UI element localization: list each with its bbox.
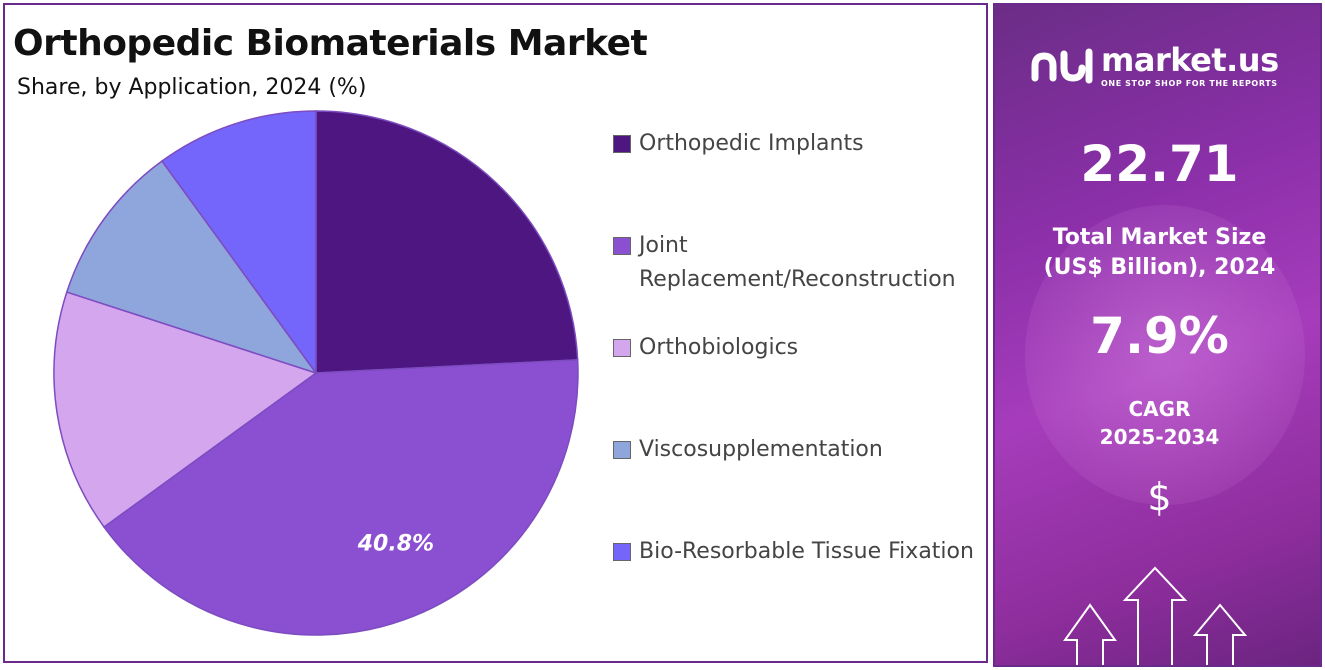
legend-label-0: Orthopedic Implants [639, 131, 864, 156]
pie-slice-3 [65, 159, 318, 375]
market-size-label-line2: (US$ Billion), 2024 [1043, 255, 1276, 280]
legend-item-3: Viscosupplementation [613, 433, 984, 467]
summary-panel: market.us ONE STOP SHOP FOR THE REPORTS … [993, 3, 1322, 667]
cagr-label-line1: CAGR [1128, 397, 1191, 421]
cagr-value: 7.9% [1090, 307, 1229, 365]
market-size-value: 22.71 [1080, 135, 1239, 193]
market-us-logo-icon [1031, 48, 1093, 83]
legend-label-2: Orthobiologics [639, 335, 799, 360]
legend-label-1: Joint Replacement/Reconstruction [639, 233, 956, 292]
legend-item-4: Bio-Resorbable Tissue Fixation [613, 535, 984, 569]
brand-tagline: ONE STOP SHOP FOR THE REPORTS [1101, 79, 1278, 88]
chart-subtitle: Share, by Application, 2024 (%) [17, 75, 367, 100]
legend-swatch-2 [613, 339, 631, 357]
market-size-label: Total Market Size (US$ Billion), 2024 [995, 223, 1320, 283]
pie-slice-4 [160, 110, 317, 376]
legend-swatch-3 [613, 441, 631, 459]
dollar-icon: $ [1147, 475, 1172, 519]
legend-label-4: Bio-Resorbable Tissue Fixation [639, 539, 974, 564]
brand-logo: market.us ONE STOP SHOP FOR THE REPORTS [1029, 43, 1279, 88]
pie-chart: 40.8% [53, 110, 579, 636]
legend-item-1: Joint Replacement/Reconstruction [613, 229, 984, 297]
pie-slice-1 [102, 359, 579, 636]
legend-swatch-1 [613, 237, 631, 255]
chart-panel: Orthopedic Biomaterials Market Share, by… [3, 3, 988, 663]
legend-swatch-4 [613, 543, 631, 561]
cagr-label: CAGR 2025-2034 [995, 395, 1320, 451]
market-size-label-line1: Total Market Size [1052, 225, 1267, 250]
brand-name: market.us [1101, 41, 1279, 79]
pie-slice-0 [315, 110, 579, 374]
background-glow [1025, 205, 1305, 505]
growth-arrows-icon [1063, 566, 1248, 665]
legend-item-0: Orthopedic Implants [613, 127, 984, 161]
pie-data-label-1: 40.8% [357, 531, 434, 556]
pie-slice-2 [53, 291, 318, 529]
legend-label-3: Viscosupplementation [639, 437, 883, 462]
chart-title: Orthopedic Biomaterials Market [13, 23, 648, 64]
legend-item-2: Orthobiologics [613, 331, 984, 365]
cagr-label-line2: 2025-2034 [1099, 425, 1220, 449]
legend-swatch-0 [613, 135, 631, 153]
